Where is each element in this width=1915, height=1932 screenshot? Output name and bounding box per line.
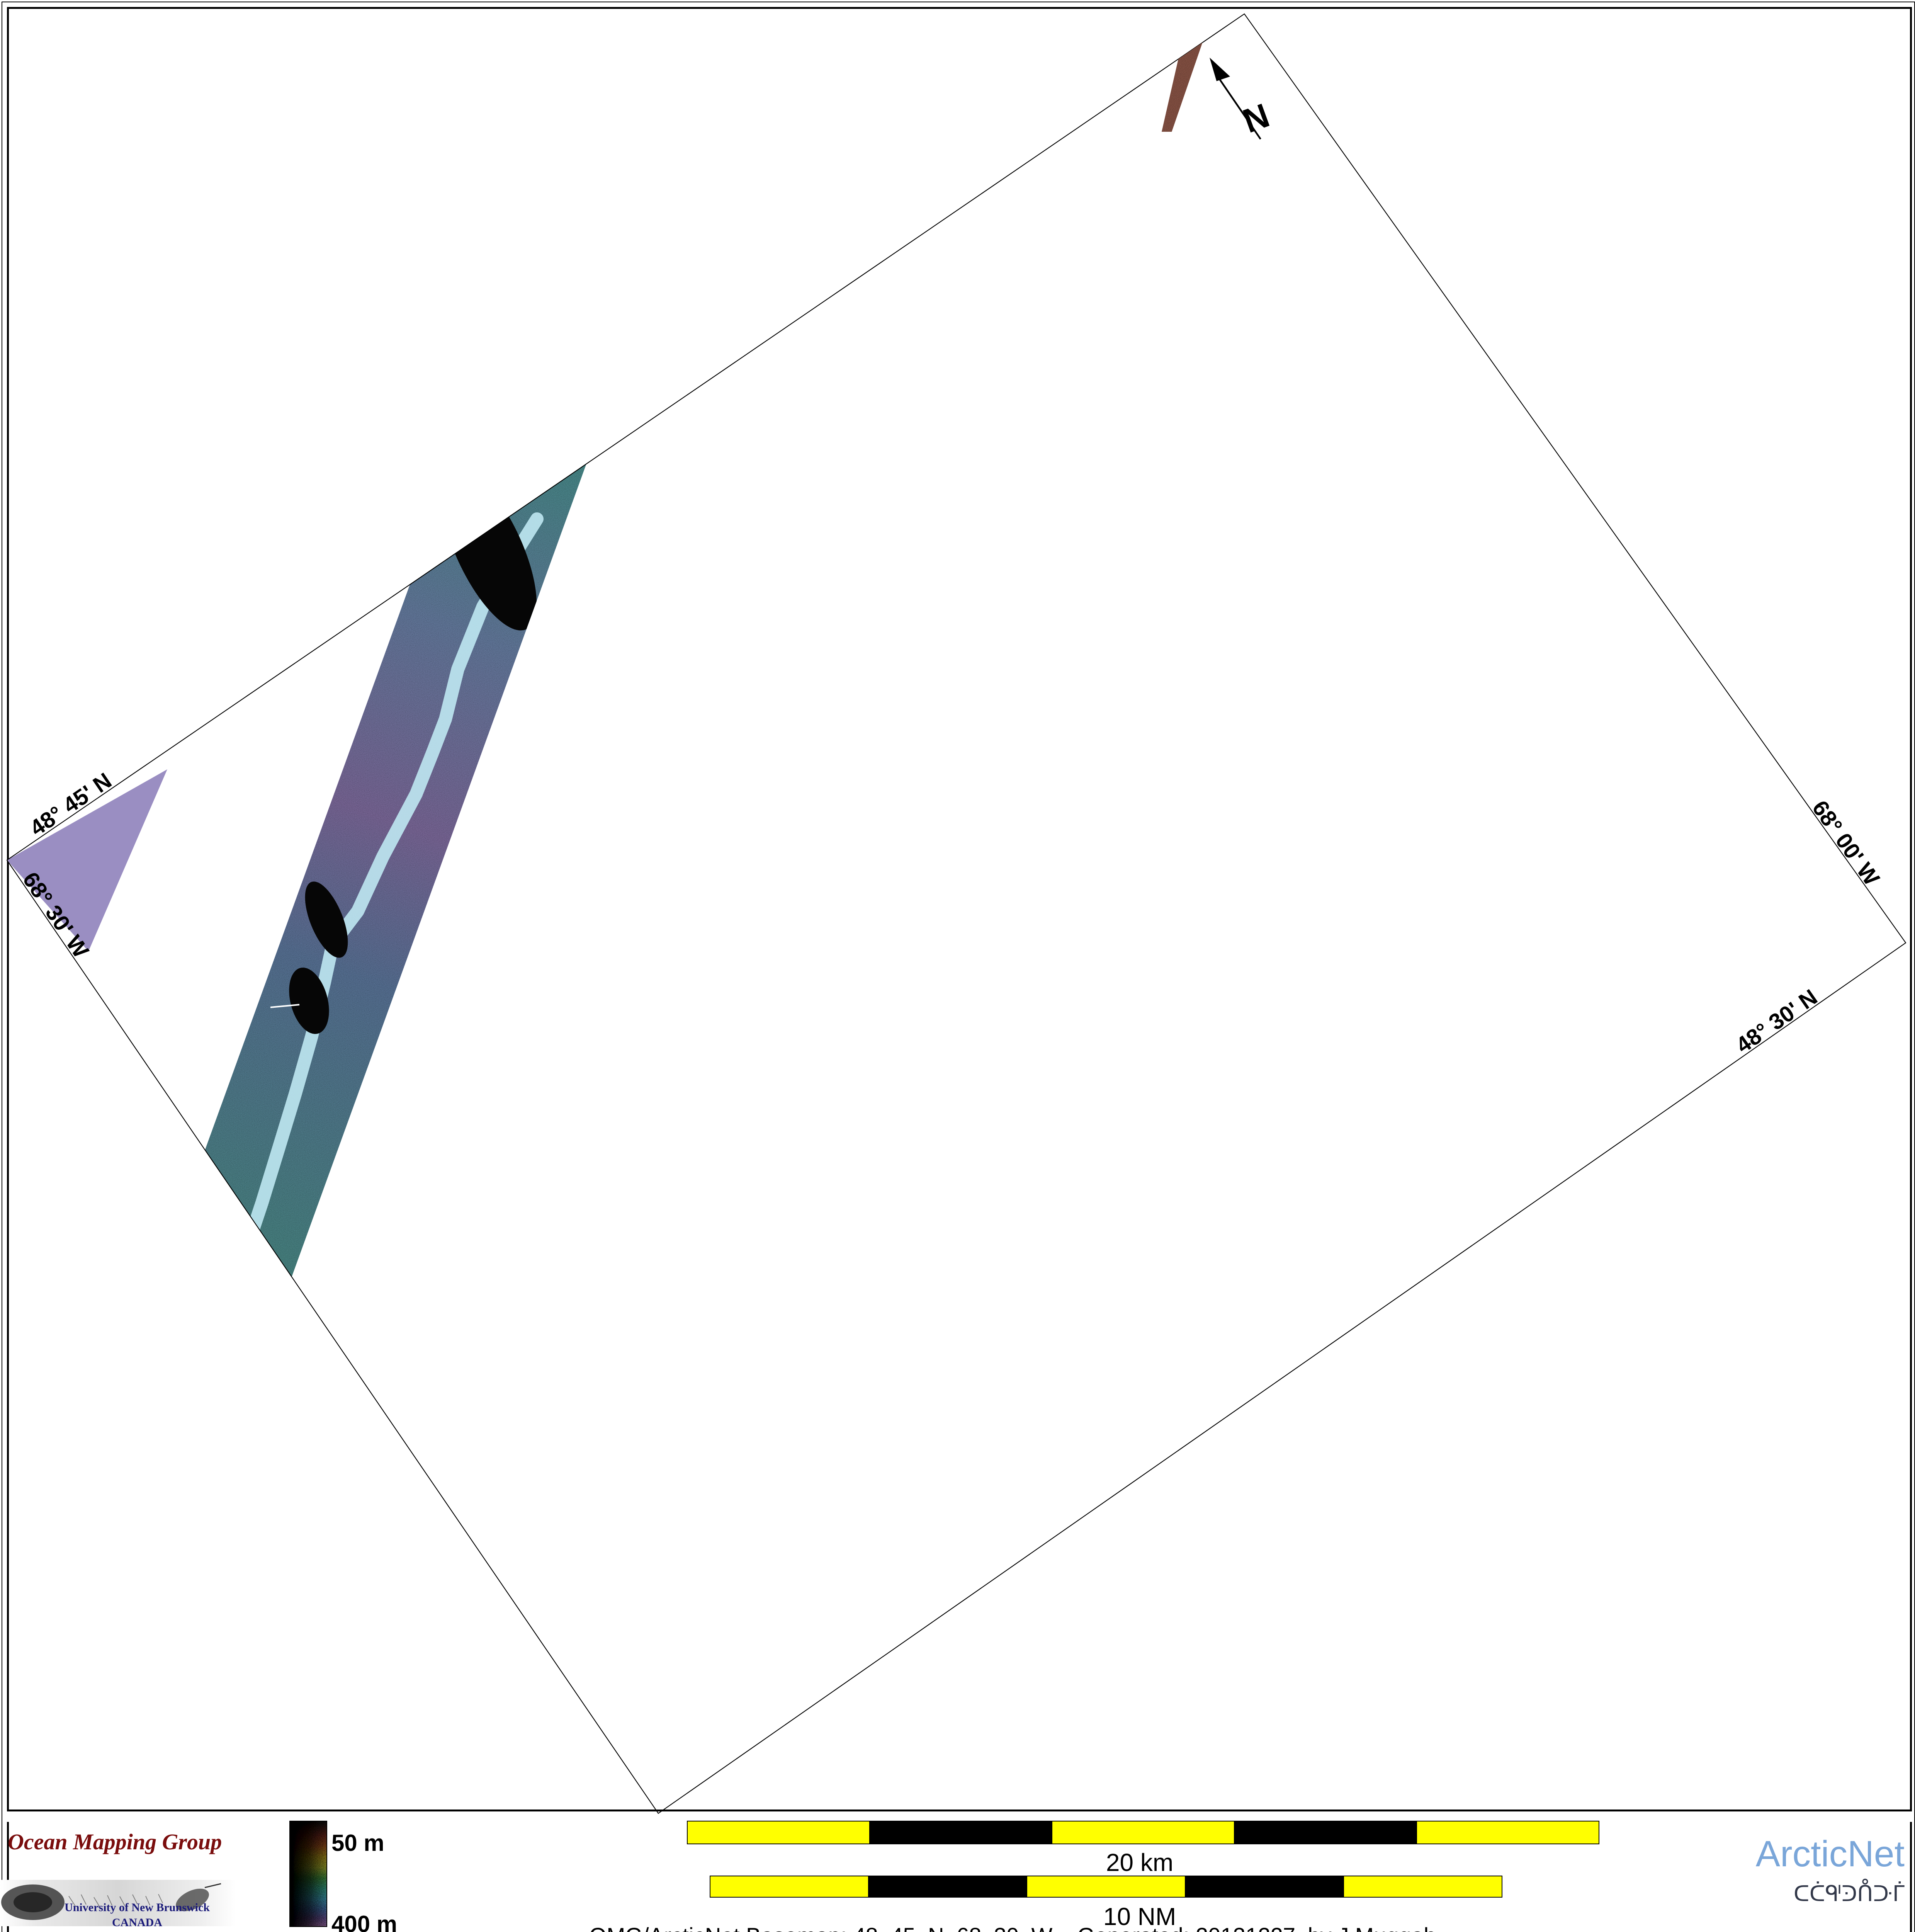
svg-text:ArcticNet: ArcticNet (1756, 1833, 1905, 1874)
svg-text:48° 30' N: 48° 30' N (1731, 985, 1822, 1058)
svg-text:N: N (1238, 96, 1274, 140)
svg-text:20 km: 20 km (1106, 1849, 1173, 1876)
svg-text:68° 00' W: 68° 00' W (1807, 796, 1884, 890)
svg-text:ᑕᑖᒅᑔᑍᑞᒦ: ᑕᑖᒅᑔᑍᑞᒦ (1794, 1879, 1905, 1906)
svg-text:OMG/ArcticNet Basemap: 48_45_N: OMG/ArcticNet Basemap: 48_45_N_68_30_W G… (589, 1923, 1436, 1932)
